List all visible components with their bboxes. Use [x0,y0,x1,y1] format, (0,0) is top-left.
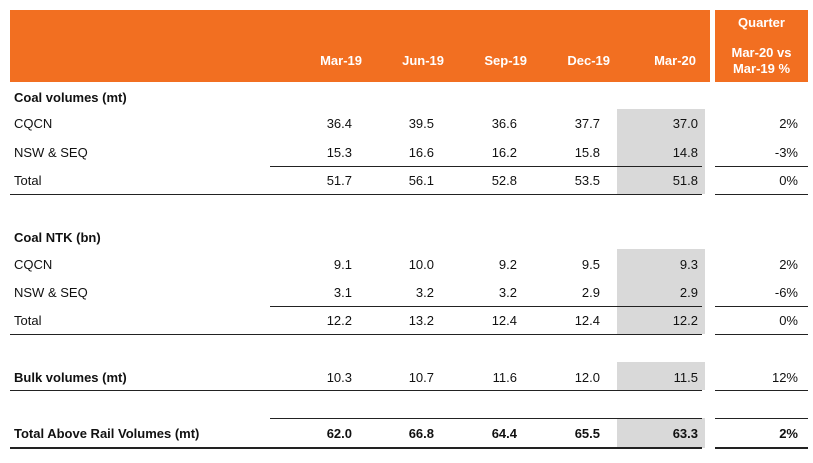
change-cell: 0% [779,313,798,328]
table-cell: 9.5 [581,257,600,272]
divider [715,166,808,167]
divider [715,418,808,419]
table-cell: 64.4 [491,426,517,441]
divider [715,334,808,335]
quarter-sub-2: Mar-19 % [732,61,791,76]
table-cell: 16.6 [408,145,434,160]
row-label: NSW & SEQ [14,285,88,300]
table-cell: 9.2 [498,257,517,272]
table-cell: 65.5 [574,426,600,441]
quarter-header: Quarter Mar-20 vs Mar-19 % [715,10,808,82]
table-cell: 51.8 [672,173,698,188]
row-label: CQCN [14,116,53,131]
section-title-coal-ntk: Coal NTK (bn) [14,230,101,245]
row-label: CQCN [14,257,53,272]
highlight-mar-20-total [617,418,705,448]
quarter-title: Quarter [738,15,785,30]
table-cell: 14.8 [672,145,698,160]
highlight-mar-20-coal-ntk [617,249,705,334]
row-label: Total [14,173,42,188]
column-header-mar-19: Mar-19 [320,53,362,68]
change-cell: 2% [779,116,798,131]
divider [10,390,702,391]
highlight-mar-20-bulk [617,362,705,390]
table-cell: 12.0 [574,370,600,385]
table-cell: 51.7 [326,173,352,188]
table-cell: 9.3 [679,257,698,272]
change-cell: -6% [774,285,798,300]
highlight-mar-20-coal-volumes [617,109,705,194]
divider [715,447,808,449]
section-title-coal-volumes: Coal volumes (mt) [14,90,127,105]
table-cell: 16.2 [491,145,517,160]
table-cell: 37.7 [574,116,600,131]
table-cell: 39.5 [408,116,434,131]
divider [270,306,702,307]
column-header-jun-19: Jun-19 [402,53,444,68]
table-cell: 3.2 [498,285,517,300]
table-cell: 13.2 [408,313,434,328]
divider [10,194,702,195]
table-cell: 56.1 [408,173,434,188]
divider [715,390,808,391]
table-cell: 15.3 [326,145,352,160]
divider [715,194,808,195]
table-cell: 12.4 [491,313,517,328]
table-cell: 36.6 [491,116,517,131]
table-cell: 12.2 [672,313,698,328]
quarter-sub-1: Mar-20 vs [731,45,792,60]
table-cell: 36.4 [326,116,352,131]
table-cell: 12.2 [326,313,352,328]
table-cell: 63.3 [672,426,698,441]
table-cell: 53.5 [574,173,600,188]
row-label: Bulk volumes (mt) [14,370,127,385]
table-cell: 11.6 [492,370,517,385]
column-header-sep-19: Sep-19 [484,53,527,68]
table-cell: 62.0 [326,426,352,441]
column-header-dec-19: Dec-19 [567,53,610,68]
table-cell: 9.1 [333,257,352,272]
change-cell: 0% [779,173,798,188]
table-cell: 10.0 [408,257,434,272]
divider [270,418,702,419]
row-label: NSW & SEQ [14,145,88,160]
table-cell: 11.5 [673,370,698,385]
divider [715,306,808,307]
divider [270,166,702,167]
change-cell: 2% [779,257,798,272]
table-cell: 15.8 [574,145,600,160]
table-cell: 37.0 [672,116,698,131]
table-cell: 10.7 [408,370,434,385]
table-cell: 3.1 [333,285,352,300]
table-header: Mar-19 Jun-19 Sep-19 Dec-19 Mar-20 [10,10,710,82]
row-label: Total Above Rail Volumes (mt) [14,426,200,441]
table-cell: 52.8 [491,173,517,188]
table-cell: 3.2 [415,285,434,300]
divider [10,447,702,449]
change-cell: -3% [774,145,798,160]
table-cell: 10.3 [326,370,352,385]
row-label: Total [14,313,42,328]
table-cell: 66.8 [408,426,434,441]
column-header-mar-20: Mar-20 [654,53,696,68]
change-cell: 12% [771,370,798,385]
change-cell: 2% [779,426,798,441]
table-cell: 2.9 [679,285,698,300]
divider [10,334,702,335]
table-cell: 2.9 [581,285,600,300]
table-cell: 12.4 [574,313,600,328]
